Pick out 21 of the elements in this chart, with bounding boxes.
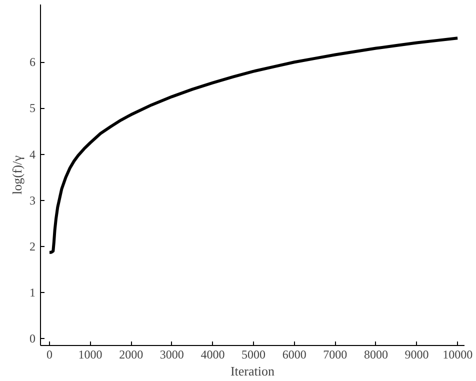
x-tick-label: 2000 xyxy=(119,348,144,362)
x-tick-label: 10000 xyxy=(442,348,473,362)
x-tick-label: 0 xyxy=(46,348,52,362)
x-tick-label: 8000 xyxy=(364,348,388,362)
y-axis-title: log(f)/γ xyxy=(10,155,24,194)
y-tick-label: 5 xyxy=(30,101,36,116)
x-tick-label: 9000 xyxy=(404,348,429,362)
x-axis-title: Iteration xyxy=(230,364,276,378)
x-tick-label: 3000 xyxy=(160,348,184,362)
x-tick-label: 1000 xyxy=(78,348,102,362)
x-tick-label: 6000 xyxy=(282,348,306,362)
y-tick-label: 0 xyxy=(30,332,36,346)
y-tick-label: 1 xyxy=(30,286,36,300)
y-tick-label: 2 xyxy=(30,239,36,254)
y-tick-label: 4 xyxy=(30,147,36,162)
x-tick-label: 7000 xyxy=(323,348,348,362)
x-tick-label: 4000 xyxy=(200,348,225,362)
line-series xyxy=(48,36,460,254)
y-tick-label: 3 xyxy=(30,193,36,208)
y-tick-label: 6 xyxy=(30,55,36,70)
x-tick-label: 5000 xyxy=(242,348,266,362)
